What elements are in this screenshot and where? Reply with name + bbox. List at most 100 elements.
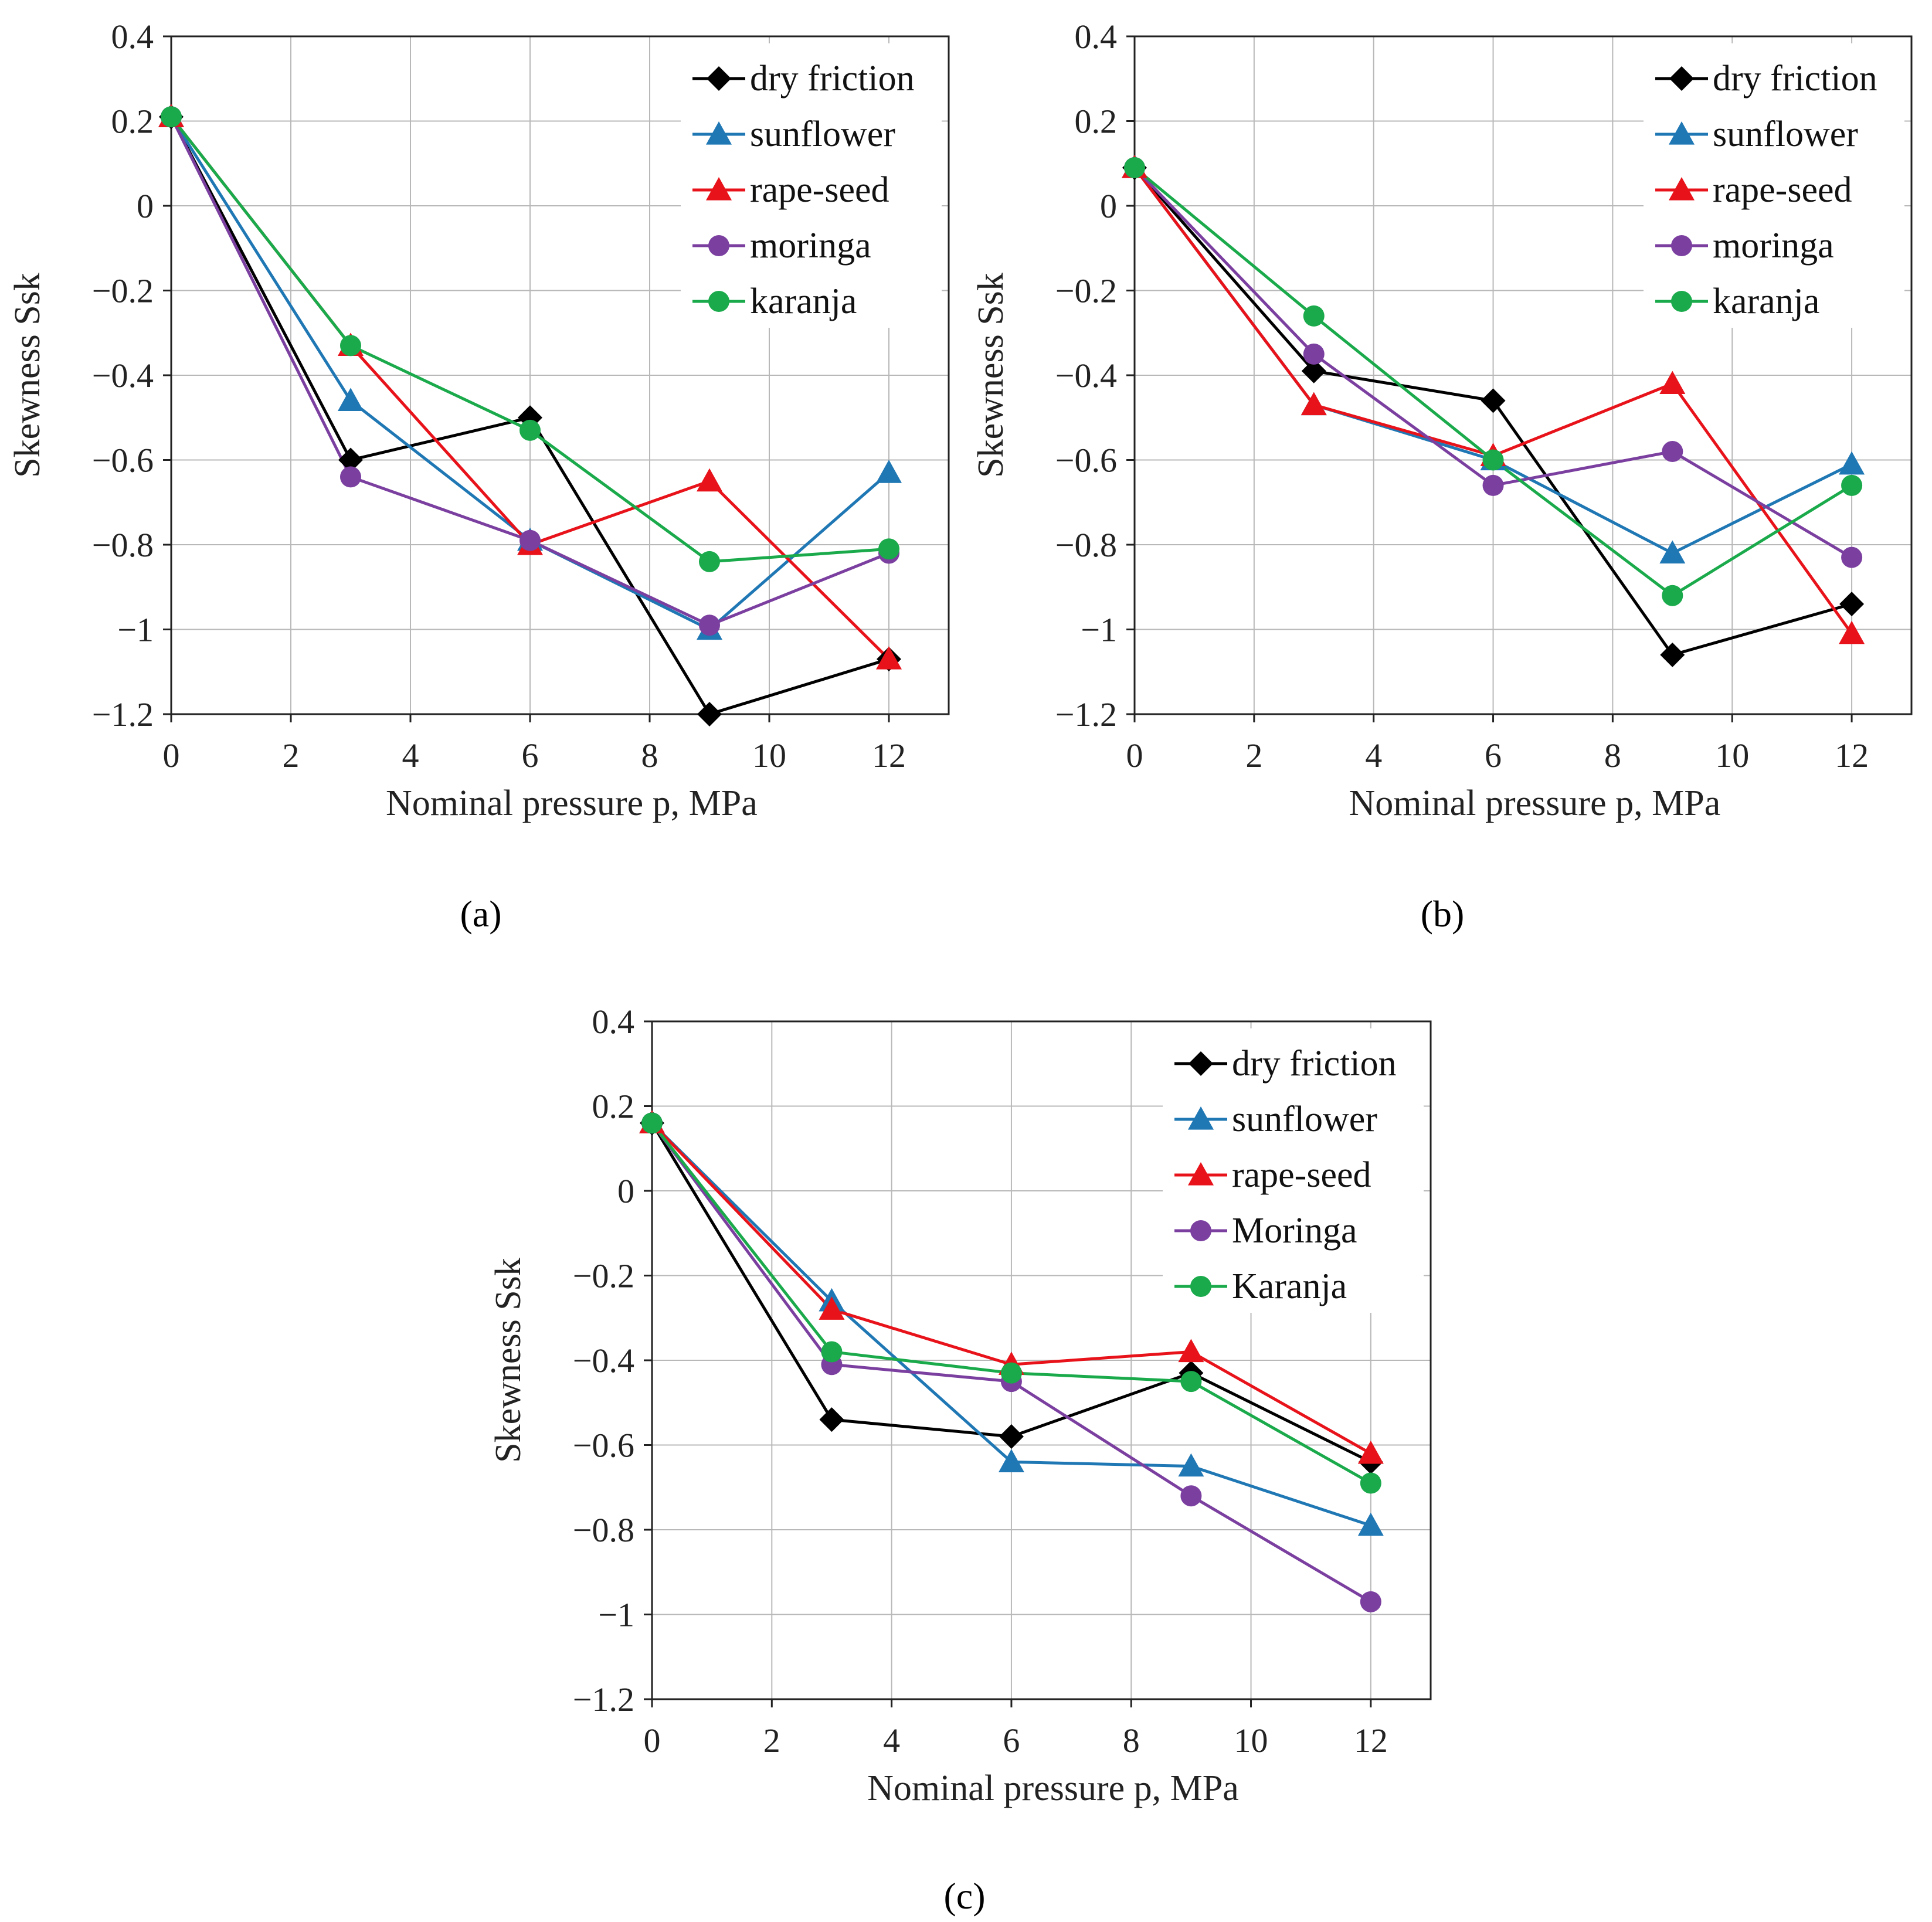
panel-a-series-2-point-3 xyxy=(697,468,722,492)
panel-a-series-4-point-1 xyxy=(340,335,361,356)
panel-a-legend-label-0: dry friction xyxy=(750,59,915,99)
panel-a-legend-marker-2 xyxy=(706,177,732,201)
panel-a-legend-label-1: sunflower xyxy=(750,114,895,154)
panel-c-legend-box xyxy=(1163,1028,1424,1313)
panel-a-ytick-label-2: 0 xyxy=(137,187,154,225)
panel-c-series-2-point-1 xyxy=(819,1296,845,1320)
panel-c-xtick-label-2: 4 xyxy=(883,1721,900,1760)
panel-c-legend-marker-4 xyxy=(1190,1276,1211,1297)
panel-b-ytick-label-8: −1.2 xyxy=(1055,695,1117,734)
panel-b-xtick-label-3: 6 xyxy=(1485,736,1502,775)
panel-a-legend-marker-3 xyxy=(708,235,729,256)
panel-a-series-1-point-4 xyxy=(876,460,902,483)
panel-b-legend-label-3: moringa xyxy=(1713,226,1834,266)
panel-c-series-1-point-4 xyxy=(1357,1512,1384,1536)
panel-c-series-2-point-4 xyxy=(1357,1440,1384,1464)
panel-c-series-1-point-2 xyxy=(998,1449,1024,1472)
panel-a-legend-label-4: karanja xyxy=(750,281,857,321)
panel-c-xlabel: Nominal pressure p, MPa xyxy=(867,1768,1239,1808)
panel-label-b: (b) xyxy=(1421,893,1465,935)
panel-c-legend-marker-0 xyxy=(1189,1051,1213,1076)
panel-b-ytick-label-7: −1 xyxy=(1081,611,1117,649)
panel-a-series-4-point-3 xyxy=(699,551,720,572)
panel-b-series-0-point-1 xyxy=(1301,358,1326,383)
panel-a-legend-label-2: rape-seed xyxy=(750,170,889,210)
panel-b-ytick-label-4: −0.4 xyxy=(1055,356,1117,395)
panel-b-xtick-label-1: 2 xyxy=(1245,736,1262,775)
panel-a-series-4-point-0 xyxy=(161,106,182,128)
panel-a-ytick-label-7: −1 xyxy=(117,611,154,649)
panel-b-xtick-label-6: 12 xyxy=(1835,736,1869,775)
panel-c-ytick-label-1: 0.2 xyxy=(592,1088,635,1126)
panel-b-legend-marker-0 xyxy=(1669,66,1694,91)
panel-b-legend-marker-4 xyxy=(1671,291,1692,312)
panel-b-legend-label-0: dry friction xyxy=(1713,59,1877,99)
chart-panel-c: 0.4 0.2 0 −0.2 −0.4 −0.6 −0.8 −1 −1.2 0 2 4 6 8 10 12 No… xyxy=(488,1003,1432,1808)
panel-b-series-1-point-3 xyxy=(1659,540,1686,564)
panel-c-series-3-point-4 xyxy=(1360,1591,1381,1612)
panel-c-series-4-point-3 xyxy=(1180,1371,1202,1393)
panel-a-xtick-label-2: 4 xyxy=(402,736,419,775)
panel-b-legend-marker-1 xyxy=(1669,121,1695,145)
panel-c-legend-label-4: Karanja xyxy=(1232,1266,1347,1306)
panel-b-ytick-label-0: 0.4 xyxy=(1075,18,1118,56)
panel-c-ytick-label-2: 0 xyxy=(617,1172,634,1210)
panel-a-legend-box xyxy=(681,43,942,328)
panel-c-ytick-label-7: −1 xyxy=(598,1596,634,1634)
panel-b-xlabel: Nominal pressure p, MPa xyxy=(1349,783,1721,823)
panel-c-xtick-label-4: 8 xyxy=(1123,1721,1140,1760)
panel-c-ytick-label-4: −0.4 xyxy=(573,1342,634,1380)
panel-b-series-0-point-4 xyxy=(1839,592,1865,617)
panel-a-ytick-label-1: 0.2 xyxy=(111,103,154,141)
panel-b-series-2-point-3 xyxy=(1659,371,1686,395)
panel-c-series-4-point-2 xyxy=(1000,1362,1022,1384)
panel-a-xtick-label-5: 10 xyxy=(752,736,786,775)
panel-c-ytick-label-8: −1.2 xyxy=(573,1680,634,1719)
panel-a-ytick-label-8: −1.2 xyxy=(92,695,154,734)
panel-a-legend-marker-0 xyxy=(707,66,731,91)
panel-a-series-3-point-3 xyxy=(699,614,720,636)
panel-c-ytick-label-6: −0.8 xyxy=(573,1511,634,1549)
panel-a-ytick-label-3: −0.2 xyxy=(92,272,154,310)
panel-c-xtick-label-1: 2 xyxy=(763,1721,780,1760)
panel-b-xtick-label-4: 8 xyxy=(1604,736,1621,775)
panel-a-xtick-label-0: 0 xyxy=(163,736,180,775)
panel-c-series-2-point-3 xyxy=(1178,1339,1204,1363)
panel-c-series-3-point-3 xyxy=(1180,1485,1202,1507)
panel-b-series-2-point-4 xyxy=(1839,620,1865,644)
panel-a-legend-marker-1 xyxy=(706,121,732,145)
panel-b-xtick-label-5: 10 xyxy=(1715,736,1749,775)
panel-b-legend-label-2: rape-seed xyxy=(1713,170,1852,210)
panel-c-legend-marker-2 xyxy=(1188,1162,1214,1186)
chart-panel-a: 0.40.20−0.2−0.4−0.6−0.8−1−1.20 2 4 6 8 10 12No… xyxy=(8,18,950,823)
panel-b-legend-marker-2 xyxy=(1669,177,1695,201)
panel-b-legend-label-4: karanja xyxy=(1713,281,1819,321)
panel-a-xtick-label-1: 2 xyxy=(283,736,300,775)
panel-b-series-4-point-3 xyxy=(1662,585,1683,606)
panel-b-series-3-point-3 xyxy=(1662,441,1683,463)
panel-b-xtick-label-2: 4 xyxy=(1365,736,1382,775)
panel-b-ytick-label-6: −0.8 xyxy=(1055,526,1117,564)
panel-b-series-1-point-4 xyxy=(1839,451,1865,475)
panel-b-legend-marker-3 xyxy=(1671,235,1692,256)
panel-b-ytick-label-3: −0.2 xyxy=(1055,272,1117,310)
panel-c-series-0-point-2 xyxy=(999,1424,1024,1449)
panel-c-ytick-label-0: 0.4 xyxy=(592,1003,635,1041)
chart-panel-b: 0.40.20−0.2−0.4−0.6−0.8−1−1.20 2 4 6 8 10 12No… xyxy=(971,18,1913,823)
panel-c-legend-label-0: dry friction xyxy=(1232,1044,1397,1084)
panel-c-ytick-label-5: −0.6 xyxy=(573,1427,634,1465)
panel-a-ylabel: Skewness Ssk xyxy=(8,273,47,478)
panel-a-series-2-point-4 xyxy=(876,646,902,670)
panel-a-series-4-point-2 xyxy=(519,419,541,441)
panel-a-xtick-label-6: 12 xyxy=(872,736,906,775)
panel-c-xtick-label-3: 6 xyxy=(1003,1721,1020,1760)
panel-a-series-1-point-1 xyxy=(338,388,364,411)
panel-b-series-0-point-3 xyxy=(1660,642,1685,667)
panel-b-series-3-point-4 xyxy=(1841,546,1863,568)
panel-c-series-0-point-1 xyxy=(819,1407,844,1432)
panel-c-ylabel: Skewness Ssk xyxy=(488,1258,528,1463)
panel-b-series-3-point-2 xyxy=(1482,474,1504,496)
panel-b-series-4-point-1 xyxy=(1303,305,1325,327)
panel-b-series-0-point-2 xyxy=(1481,388,1506,413)
